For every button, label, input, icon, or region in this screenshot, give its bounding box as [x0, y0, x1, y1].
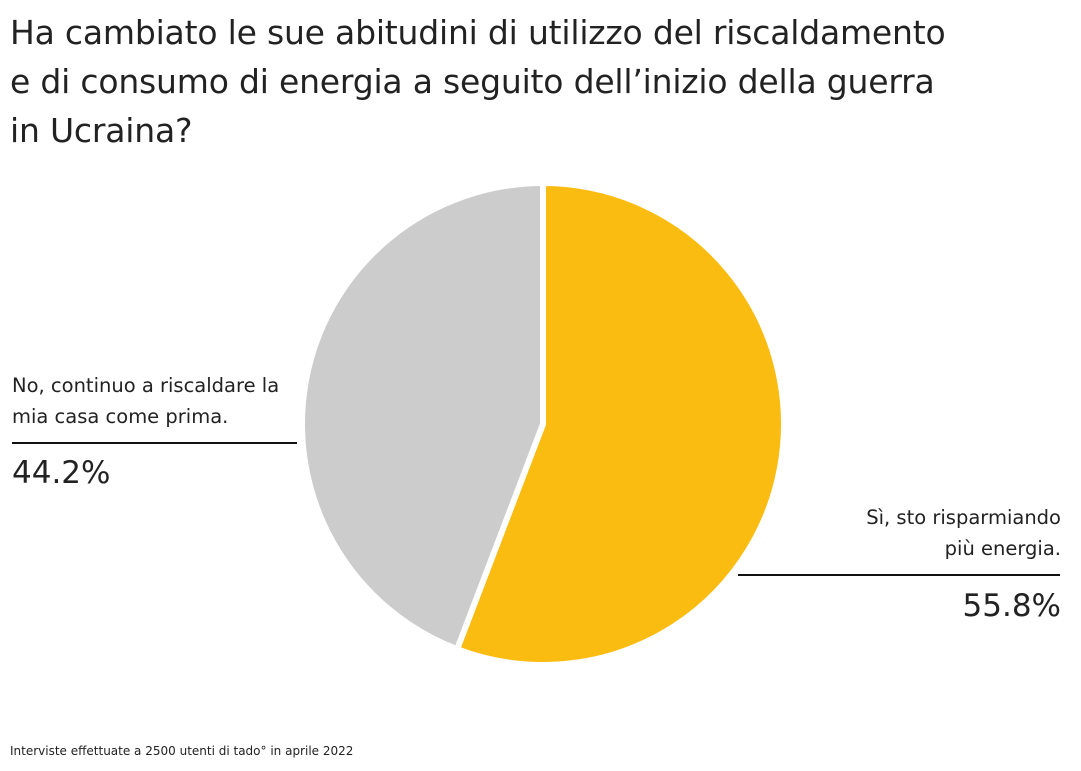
slice-label-si-line-2: più energia.	[944, 537, 1061, 560]
footnote: Interviste effettuate a 2500 utenti di t…	[10, 744, 354, 758]
chart-title: Ha cambiato le sue abitudini di utilizzo…	[10, 8, 1010, 155]
leader-line-si	[738, 574, 1060, 576]
pie-slice-si	[454, 180, 787, 668]
slice-label-no: No, continuo a riscaldare la mia casa co…	[12, 370, 279, 432]
pie-slice-no	[299, 180, 546, 653]
slice-value-si: 55.8%	[962, 588, 1061, 624]
slice-label-si: Sì, sto risparmiando più energia.	[866, 502, 1061, 564]
chart-title-line-1: Ha cambiato le sue abitudini di utilizzo…	[10, 13, 946, 52]
slice-label-si-line-1: Sì, sto risparmiando	[866, 506, 1061, 529]
slice-label-no-line-2: mia casa come prima.	[12, 405, 229, 428]
slice-label-no-line-1: No, continuo a riscaldare la	[12, 374, 280, 397]
slice-value-no: 44.2%	[12, 455, 111, 491]
chart-title-line-2: e di consumo di energia a seguito dell’i…	[10, 62, 935, 101]
leader-line-no	[12, 442, 297, 444]
chart-title-line-3: in Ucraina?	[10, 111, 193, 150]
